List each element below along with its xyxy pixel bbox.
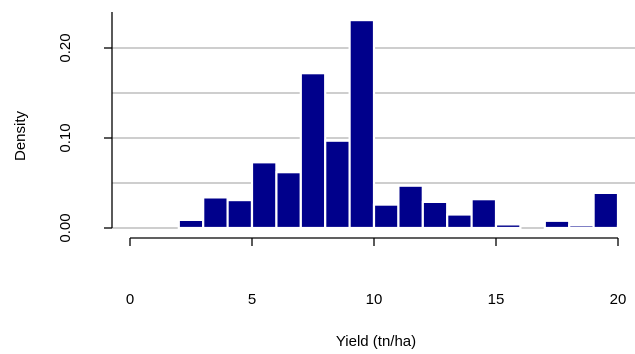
histogram-bars [177,19,635,230]
histogram-bar [616,225,635,230]
x-tick-label: 15 [488,291,505,308]
y-axis-title: Density [12,110,29,161]
histogram-bar [299,72,327,230]
histogram-bar [348,19,376,230]
histogram-bar [397,184,424,230]
histogram-bar [494,223,522,230]
x-axis-title: Yield (tn/ha) [336,333,416,350]
histogram-bar [250,161,278,230]
x-tick-label: 10 [366,291,383,308]
histogram-bar [177,218,205,230]
y-tick-label: 0.00 [57,213,74,242]
histogram-bar [324,139,351,230]
histogram-bar [202,196,229,230]
axes: 0.00 0.10 0.20 0 5 10 15 20 [57,12,626,308]
histogram-bar [372,203,400,230]
histogram-bar [421,200,449,230]
y-tick-label: 0.20 [57,33,74,62]
histogram-bar [543,219,571,230]
histogram-bar [275,171,302,230]
histogram-bar [446,213,473,230]
x-tick-label: 5 [248,291,256,308]
histogram-bar [470,198,498,230]
y-tick-label: 0.10 [57,123,74,152]
x-tick-label: 20 [610,291,627,308]
histogram-bar [592,191,620,230]
histogram-bar [568,224,595,230]
histogram-bar [226,199,254,230]
x-tick-label: 0 [126,291,134,308]
